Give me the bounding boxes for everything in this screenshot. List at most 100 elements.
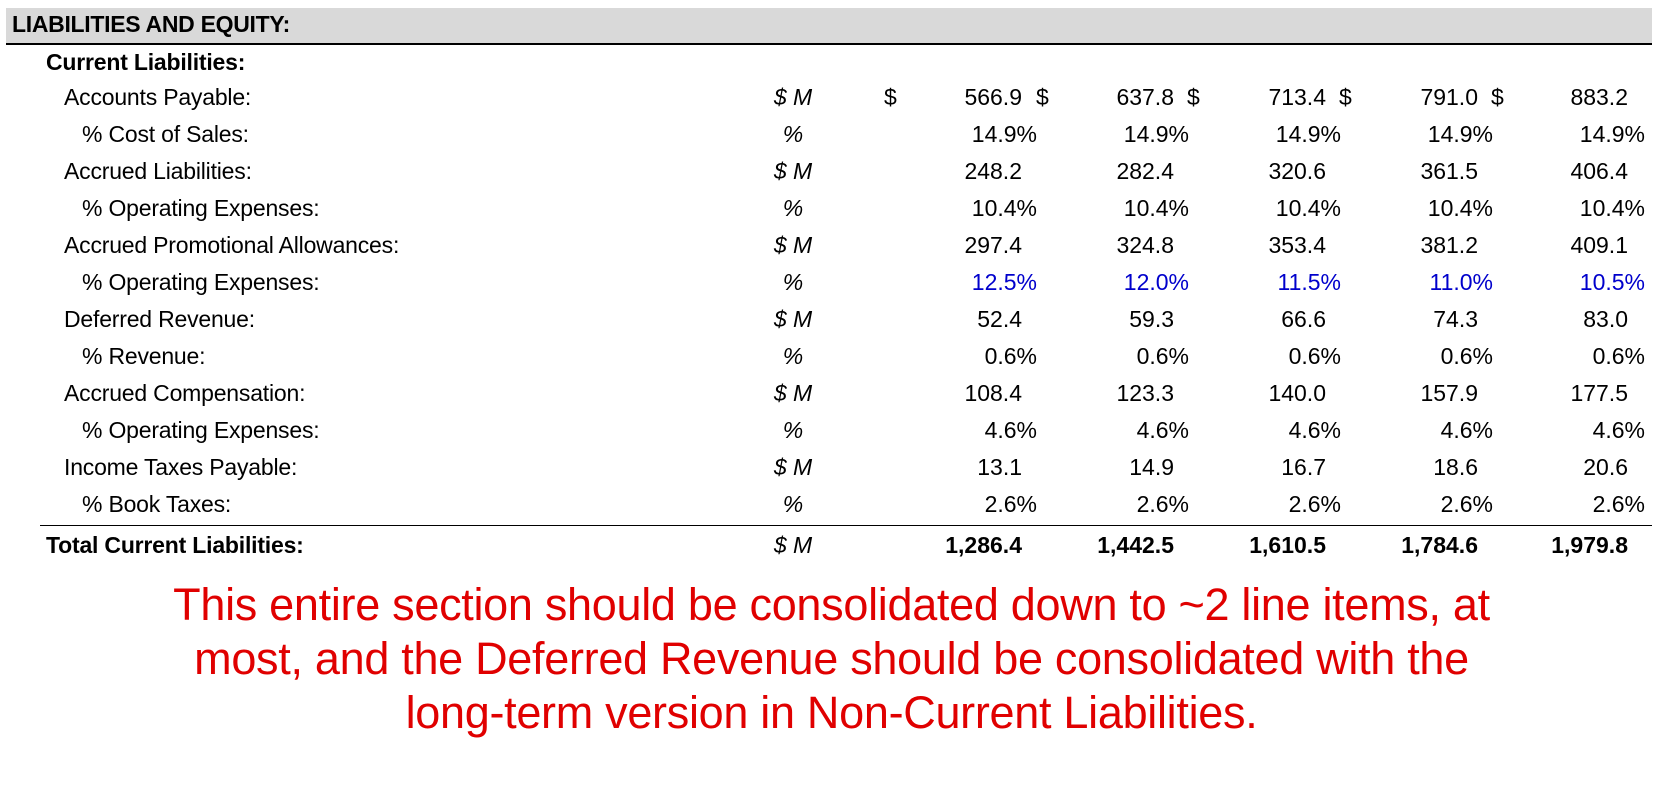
cell-value[interactable]: 83.0: [1583, 306, 1628, 332]
cell-value[interactable]: 108.4: [964, 380, 1022, 406]
cell-value[interactable]: 123.3: [1116, 380, 1174, 406]
total-cell-value[interactable]: 1,610.5: [1249, 532, 1326, 558]
cell-value[interactable]: 4.6%: [1592, 417, 1645, 443]
row-unit: %: [782, 121, 804, 147]
row-label: Income Taxes Payable:: [64, 454, 298, 480]
table-row-total-current-liabilities[interactable]: Total Current Liabilities: $ M 1,286.4 1…: [0, 527, 1663, 564]
cell-value[interactable]: 10.4%: [1275, 195, 1341, 221]
cell-value[interactable]: 0.6%: [984, 343, 1037, 369]
cell-value[interactable]: 248.2: [964, 158, 1022, 184]
row-unit: %: [782, 417, 804, 443]
table-row-accrued-liabilities[interactable]: Accrued Liabilities: $ M 248.2 282.4 320…: [0, 153, 1663, 190]
cell-value[interactable]: 157.9: [1420, 380, 1478, 406]
total-cell-value[interactable]: 1,979.8: [1551, 532, 1628, 558]
table-row-accounts-payable[interactable]: Accounts Payable: $ M $ 566.9 $ 637.8 $ …: [0, 79, 1663, 116]
cell-value[interactable]: 14.9%: [1427, 121, 1493, 147]
cell-value[interactable]: 140.0: [1268, 380, 1326, 406]
input-cell-value[interactable]: 11.0%: [1429, 269, 1493, 295]
cell-value[interactable]: 566.9: [964, 84, 1022, 110]
cell-value[interactable]: 177.5: [1570, 380, 1628, 406]
annotation-line: long-term version in Non-Current Liabili…: [405, 687, 1258, 738]
cell-value[interactable]: 10.4%: [1427, 195, 1493, 221]
cell-value[interactable]: 2.6%: [1136, 491, 1189, 517]
cell-value[interactable]: 4.6%: [1288, 417, 1341, 443]
cell-value[interactable]: 14.9%: [1275, 121, 1341, 147]
input-cell-value[interactable]: 11.5%: [1277, 269, 1341, 295]
cell-value[interactable]: 320.6: [1268, 158, 1326, 184]
table-row-accrued-promotional-allowances[interactable]: Accrued Promotional Allowances: $ M 297.…: [0, 227, 1663, 264]
row-label: % Revenue:: [82, 343, 206, 369]
cell-value[interactable]: 282.4: [1116, 158, 1174, 184]
table-row-accrued-compensation[interactable]: Accrued Compensation: $ M 108.4 123.3 14…: [0, 375, 1663, 412]
table-row-pct-book-taxes[interactable]: % Book Taxes: % 2.6% 2.6% 2.6% 2.6% 2.6%: [0, 486, 1663, 523]
table-row-pct-operating-expenses-input[interactable]: % Operating Expenses: % 12.5% 12.0% 11.5…: [0, 264, 1663, 301]
cell-value[interactable]: 4.6%: [1440, 417, 1493, 443]
total-cell-value[interactable]: 1,286.4: [945, 532, 1022, 558]
cell-value[interactable]: 791.0: [1420, 84, 1478, 110]
cell-value[interactable]: 713.4: [1268, 84, 1326, 110]
row-unit: %: [782, 269, 804, 295]
cell-value[interactable]: 52.4: [977, 306, 1022, 332]
cell-value[interactable]: 10.4%: [971, 195, 1037, 221]
cell-value[interactable]: 0.6%: [1592, 343, 1645, 369]
cell-value[interactable]: 883.2: [1570, 84, 1628, 110]
table-row-pct-operating-expenses[interactable]: % Operating Expenses: % 4.6% 4.6% 4.6% 4…: [0, 412, 1663, 449]
cell-value[interactable]: 4.6%: [1136, 417, 1189, 443]
cell-value[interactable]: 2.6%: [1440, 491, 1493, 517]
review-annotation: This entire section should be consolidat…: [0, 578, 1663, 740]
input-cell-value[interactable]: 10.5%: [1579, 269, 1645, 295]
cell-value[interactable]: 10.4%: [1123, 195, 1189, 221]
row-label: % Cost of Sales:: [82, 121, 249, 147]
total-cell-value[interactable]: 1,442.5: [1097, 532, 1174, 558]
cell-value[interactable]: 59.3: [1129, 306, 1174, 332]
row-unit: $ M: [773, 454, 813, 480]
cell-value[interactable]: 324.8: [1116, 232, 1174, 258]
currency-sign: $: [1187, 84, 1200, 110]
cell-value[interactable]: 0.6%: [1136, 343, 1189, 369]
cell-value[interactable]: 406.4: [1570, 158, 1628, 184]
row-unit: $ M: [773, 232, 813, 258]
cell-value[interactable]: 297.4: [964, 232, 1022, 258]
cell-value[interactable]: 20.6: [1583, 454, 1628, 480]
cell-value[interactable]: 2.6%: [1592, 491, 1645, 517]
table-row-pct-cost-of-sales[interactable]: % Cost of Sales: % 14.9% 14.9% 14.9% 14.…: [0, 116, 1663, 153]
cell-value[interactable]: 2.6%: [984, 491, 1037, 517]
input-cell-value[interactable]: 12.5%: [971, 269, 1037, 295]
cell-value[interactable]: 409.1: [1570, 232, 1628, 258]
table-row-pct-operating-expenses[interactable]: % Operating Expenses: % 10.4% 10.4% 10.4…: [0, 190, 1663, 227]
table-row-pct-revenue[interactable]: % Revenue: % 0.6% 0.6% 0.6% 0.6% 0.6%: [0, 338, 1663, 375]
cell-value[interactable]: 2.6%: [1288, 491, 1341, 517]
total-label: Total Current Liabilities:: [46, 532, 304, 558]
row-unit: $ M: [773, 84, 813, 110]
currency-sign: $: [1036, 84, 1049, 110]
input-cell-value[interactable]: 12.0%: [1123, 269, 1189, 295]
cell-value[interactable]: 0.6%: [1440, 343, 1493, 369]
cell-value[interactable]: 18.6: [1433, 454, 1478, 480]
row-unit: %: [782, 343, 804, 369]
cell-value[interactable]: 361.5: [1420, 158, 1478, 184]
cell-value[interactable]: 353.4: [1268, 232, 1326, 258]
subsection-title: Current Liabilities:: [46, 49, 246, 75]
currency-sign: $: [1491, 84, 1504, 110]
cell-value[interactable]: 637.8: [1116, 84, 1174, 110]
row-label: Accrued Liabilities:: [64, 158, 252, 184]
cell-value[interactable]: 74.3: [1433, 306, 1478, 332]
cell-value[interactable]: 0.6%: [1288, 343, 1341, 369]
table-row-income-taxes-payable[interactable]: Income Taxes Payable: $ M 13.1 14.9 16.7…: [0, 449, 1663, 486]
row-unit: $ M: [773, 158, 813, 184]
row-label: % Operating Expenses:: [82, 417, 320, 443]
cell-value[interactable]: 16.7: [1281, 454, 1326, 480]
cell-value[interactable]: 14.9%: [971, 121, 1037, 147]
cell-value[interactable]: 14.9%: [1123, 121, 1189, 147]
total-cell-value[interactable]: 1,784.6: [1401, 532, 1478, 558]
row-label: % Book Taxes:: [82, 491, 232, 517]
table-row-deferred-revenue[interactable]: Deferred Revenue: $ M 52.4 59.3 66.6 74.…: [0, 301, 1663, 338]
row-unit: $ M: [773, 532, 813, 558]
cell-value[interactable]: 13.1: [977, 454, 1022, 480]
cell-value[interactable]: 4.6%: [984, 417, 1037, 443]
cell-value[interactable]: 10.4%: [1579, 195, 1645, 221]
cell-value[interactable]: 14.9%: [1579, 121, 1645, 147]
cell-value[interactable]: 66.6: [1281, 306, 1326, 332]
cell-value[interactable]: 14.9: [1129, 454, 1174, 480]
cell-value[interactable]: 381.2: [1420, 232, 1478, 258]
